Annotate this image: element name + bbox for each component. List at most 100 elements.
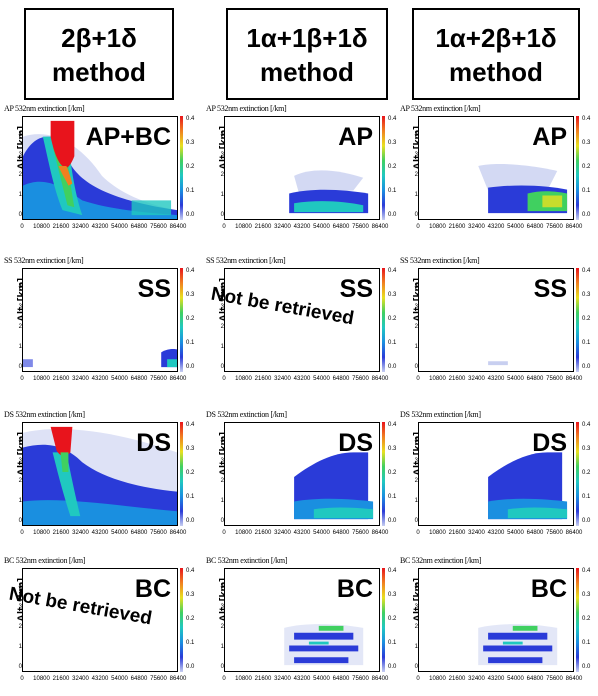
heatmap-cells	[294, 452, 374, 520]
y-tick-label: 2	[220, 172, 224, 178]
y-ticks: 0 1 2 3 4	[216, 422, 224, 526]
x-tick-label: 75600	[150, 676, 167, 682]
heatmap-cells	[289, 170, 369, 214]
y-tick-label: 4	[414, 132, 418, 138]
x-tick-label: 86400	[169, 676, 187, 682]
colorbar	[382, 568, 385, 672]
colorbar-tick-label: 0.3	[186, 592, 195, 598]
x-tick-label: 64800	[332, 530, 350, 536]
colorbar-tick-label: 0.4	[388, 116, 397, 122]
species-label: BC	[134, 575, 171, 603]
panel-title: AP 532nm extinction [/km]	[400, 104, 481, 113]
colorbar	[576, 116, 579, 220]
heatmap-panel: AP 532nm extinction [/km]Alt. [km]01234A…	[206, 104, 396, 244]
y-ticks: 0 1 2 3 4	[14, 422, 22, 526]
x-tick-label: 32400	[72, 530, 89, 536]
plot-area: DS	[224, 422, 380, 526]
x-tick-label: 43200	[91, 676, 109, 682]
panel-title: DS 532nm extinction [/km]	[4, 410, 85, 419]
colorbar	[382, 116, 385, 220]
x-tick-label: 32400	[468, 376, 485, 382]
y-ticks: 0 1 2 3 4	[216, 568, 224, 672]
x-tick-label: 21600	[448, 676, 466, 682]
colorbar-tick-label: 0.0	[582, 364, 591, 370]
colorbar-tick-label: 0.0	[186, 518, 195, 524]
heatmap-field	[478, 624, 558, 666]
x-tick-label: 21600	[52, 224, 70, 230]
x-tick-label: 64800	[526, 530, 544, 536]
x-tick-label: 0	[222, 376, 226, 382]
x-tick-label: 10800	[33, 224, 50, 230]
x-tick-label: 21600	[448, 530, 466, 536]
colorbar-tick-label: 0.1	[186, 640, 195, 646]
x-tick-label: 75600	[150, 224, 167, 230]
y-tick-label: 4	[220, 438, 224, 444]
x-tick-label: 10800	[235, 376, 252, 382]
y-tick-label: 2	[414, 624, 418, 630]
x-tick-label: 75600	[546, 224, 563, 230]
heatmap-cells	[488, 452, 568, 520]
colorbar	[180, 268, 183, 372]
heatmap-field	[488, 361, 508, 366]
x-tick-label: 54000	[313, 530, 330, 536]
plot-area: DS	[22, 422, 178, 526]
colorbar-tick-label: 0.4	[582, 116, 591, 122]
colorbar-tick-label: 0.1	[388, 494, 397, 500]
y-tick-label: 0	[220, 518, 224, 524]
heatmap-panel: DS 532nm extinction [/km]Alt. [km]01234D…	[4, 410, 194, 550]
x-tick-label: 64800	[130, 224, 148, 230]
x-tick-label: 86400	[169, 224, 187, 230]
x-ticks: 0 10800 21600 32400 43200 54000 64800 75600 8640…	[20, 376, 186, 386]
colorbar-tick-label: 0.4	[186, 568, 195, 574]
x-tick-label: 21600	[254, 224, 272, 230]
colorbar-tick-label: 0.2	[582, 316, 591, 322]
x-tick-label: 54000	[313, 676, 330, 682]
y-ticks: 0 1 2 3 4	[216, 116, 224, 220]
y-tick-label: 0	[414, 212, 418, 218]
y-tick-label: 4	[18, 284, 22, 290]
colorbar-tick-label: 0.1	[582, 188, 591, 194]
colorbar	[382, 422, 385, 526]
y-tick-label: 2	[18, 172, 22, 178]
panel-title: AP 532nm extinction [/km]	[206, 104, 287, 113]
x-tick-label: 0	[20, 676, 24, 682]
colorbar-tick-label: 0.4	[388, 268, 397, 274]
colorbar	[180, 116, 183, 220]
colorbar-tick-label: 0.4	[388, 568, 397, 574]
heatmap-cells	[284, 624, 364, 666]
x-tick-label: 32400	[274, 530, 291, 536]
y-tick-label: 4	[414, 284, 418, 290]
x-ticks: 0 10800 21600 32400 43200 54000 64800 75600 8640…	[20, 676, 186, 686]
species-label: AP	[532, 123, 567, 151]
colorbar-tick-label: 0.0	[388, 664, 397, 670]
x-tick-label: 43200	[293, 530, 311, 536]
heatmap-cells	[478, 624, 558, 666]
y-tick-label: 1	[220, 498, 224, 504]
header-col-2-line2: method	[260, 57, 354, 87]
x-tick-label: 75600	[546, 376, 563, 382]
y-tick-label: 3	[18, 152, 22, 158]
panel-title: DS 532nm extinction [/km]	[206, 410, 287, 419]
x-tick-label: 54000	[507, 676, 524, 682]
x-ticks: 0 10800 21600 32400 43200 54000 64800 75600 8640…	[222, 530, 388, 540]
y-tick-label: 0	[414, 518, 418, 524]
species-label: AP	[338, 123, 373, 151]
panel-title: SS 532nm extinction [/km]	[4, 256, 84, 265]
x-tick-label: 10800	[429, 530, 446, 536]
x-tick-label: 32400	[72, 676, 89, 682]
x-tick-label: 0	[416, 530, 420, 536]
y-ticks: 0 1 2 3 4	[14, 116, 22, 220]
y-tick-label: 4	[414, 584, 418, 590]
colorbar-tick-label: 0.2	[186, 470, 195, 476]
colorbar-tick-label: 0.1	[186, 188, 195, 194]
y-tick-label: 3	[414, 152, 418, 158]
colorbar	[382, 268, 385, 372]
y-tick-label: 4	[220, 584, 224, 590]
y-ticks: 0 1 2 3 4	[216, 268, 224, 372]
colorbar-tick-label: 0.1	[388, 640, 397, 646]
colorbar-tick-label: 0.0	[582, 664, 591, 670]
x-tick-label: 54000	[111, 676, 128, 682]
colorbar-tick-label: 0.1	[582, 494, 591, 500]
colorbar-tick-label: 0.0	[186, 664, 195, 670]
heatmap-field	[488, 452, 568, 520]
